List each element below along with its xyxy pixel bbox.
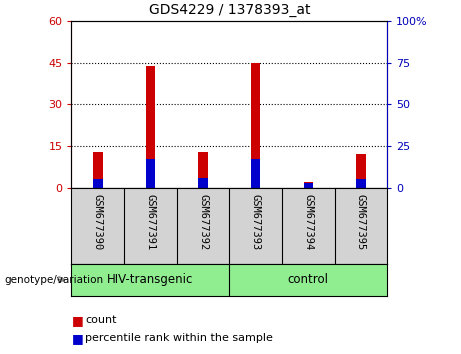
- Bar: [93, 179, 102, 188]
- Text: ■: ■: [71, 332, 83, 344]
- Bar: [198, 178, 208, 188]
- Bar: [146, 65, 155, 188]
- Text: GSM677395: GSM677395: [356, 194, 366, 250]
- Bar: [303, 182, 313, 188]
- Text: count: count: [85, 315, 117, 325]
- Text: GSM677394: GSM677394: [303, 194, 313, 250]
- Text: GSM677392: GSM677392: [198, 194, 208, 250]
- Text: GSM677390: GSM677390: [93, 194, 103, 250]
- Text: control: control: [288, 273, 329, 286]
- Bar: [356, 179, 366, 188]
- Bar: [356, 154, 366, 188]
- Bar: [93, 152, 102, 188]
- Bar: [251, 159, 260, 188]
- Bar: [303, 183, 313, 188]
- Text: genotype/variation: genotype/variation: [5, 275, 104, 285]
- Text: HIV-transgenic: HIV-transgenic: [107, 273, 194, 286]
- Title: GDS4229 / 1378393_at: GDS4229 / 1378393_at: [148, 4, 310, 17]
- Text: ■: ■: [71, 314, 83, 327]
- Bar: [198, 152, 208, 188]
- Bar: [251, 63, 260, 188]
- Text: GSM677391: GSM677391: [145, 194, 155, 250]
- Bar: [146, 159, 155, 188]
- Text: GSM677393: GSM677393: [251, 194, 260, 250]
- Text: percentile rank within the sample: percentile rank within the sample: [85, 333, 273, 343]
